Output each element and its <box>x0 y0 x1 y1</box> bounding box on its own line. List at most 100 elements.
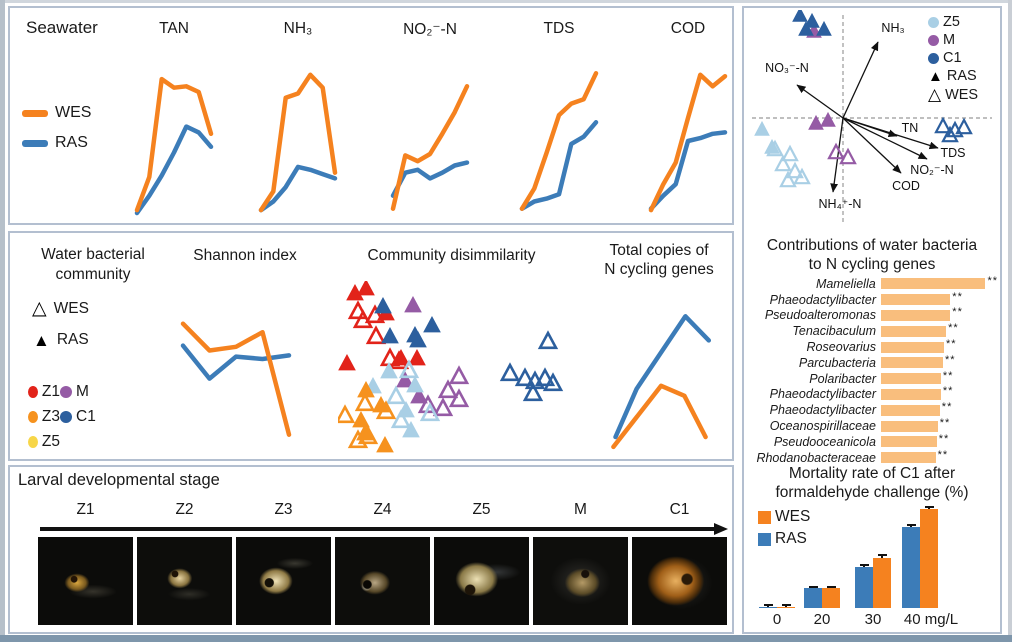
sparkline-svg <box>390 84 470 211</box>
scatter-point-blue-open <box>537 330 559 350</box>
scatter-point-blue-filled <box>409 330 427 348</box>
line-series <box>390 84 470 211</box>
pca-point-lightblue-open <box>793 167 811 185</box>
line-series <box>134 76 214 213</box>
significance-stars: ** <box>946 338 957 351</box>
legend-item-m: M <box>60 379 148 404</box>
error-bar-line <box>863 564 865 568</box>
contribution-bar <box>881 436 937 448</box>
bacteria-legend-title: Water bacterial community <box>41 246 145 283</box>
x-axis-label-2: 30 <box>864 611 882 628</box>
pca-point-blue-filled <box>816 20 832 36</box>
scatter-point-red-open <box>364 304 386 324</box>
larval-photo-z3 <box>236 537 331 625</box>
legend-item-wes: △ WES <box>928 86 978 103</box>
param-label-4: COD <box>670 20 706 37</box>
legend-item-m: M <box>928 32 978 48</box>
contribution-bar <box>880 278 986 290</box>
loading-arrow <box>796 84 844 119</box>
mortality-bar-chart: 0 20 30 40 mg/L <box>752 502 996 628</box>
legend-item-wes: WES <box>758 508 810 526</box>
arrow-label: TN <box>902 121 919 135</box>
shannon-svg <box>180 321 292 437</box>
legend-label-z5: Z5 <box>41 432 60 450</box>
mortality-bar-wes-0 <box>777 606 795 608</box>
scatter-point-blue-open <box>534 367 556 387</box>
error-bar-cap <box>808 585 818 588</box>
scatter-point-blue-open <box>522 382 544 402</box>
contrib-row-7: Phaeodactylibacter ** <box>748 385 998 403</box>
legend-label-z5: Z5 <box>943 14 960 30</box>
contributions-title-line2: to N cycling genes <box>808 256 936 273</box>
error-bar-line <box>928 507 930 510</box>
legend-item-ras: ▲ RAS <box>928 68 978 84</box>
taxon-label: Phaeodactylibacter <box>769 292 876 307</box>
legend-label-wes: WES <box>775 508 811 525</box>
scatter-point-blue-filled <box>423 315 441 333</box>
sparkline-4 <box>646 64 730 218</box>
pca-point-purple-filled <box>808 114 824 130</box>
arrow-label: NO₂⁻-N <box>910 163 953 177</box>
legend-item-z3: Z3 <box>28 404 60 429</box>
stage-label-z2: Z2 <box>175 501 194 518</box>
loading-arrow <box>830 117 844 193</box>
mortality-bar-ras-3 <box>902 527 920 608</box>
legend-item-ras: RAS <box>758 530 807 548</box>
mortality-bar-wes-1 <box>822 587 840 608</box>
x-axis-label-3: 40 mg/L <box>903 611 959 628</box>
pca-point-blue-filled <box>804 12 820 28</box>
mortality-title-line2: formaldehyde challenge (%) <box>775 484 969 501</box>
significance-stars: ** <box>939 417 951 430</box>
contrib-row-8: Phaeodactylibacter ** <box>748 401 998 418</box>
legend-item-z1: Z1 <box>28 379 60 404</box>
pca-point-lightblue-filled <box>754 120 770 136</box>
significance-stars: ** <box>942 369 954 382</box>
taxon-label: Polaribacter <box>809 371 876 386</box>
param-label-2: NO₂⁻-N <box>403 21 457 38</box>
ncopies-svg <box>611 314 712 450</box>
pca-point-purple-open <box>827 142 845 160</box>
mortality-bar-ras-0 <box>759 606 777 608</box>
sparkline-3 <box>517 64 601 218</box>
taxon-label: Mameliella <box>815 276 876 291</box>
significance-stars: ** <box>952 306 963 319</box>
param-label-1: NH₃ <box>283 20 313 37</box>
legend-item-ras: RAS <box>22 134 88 152</box>
dissimilarity-svg <box>338 281 564 453</box>
dissimilarity-title: Community disimmilarity <box>367 247 536 264</box>
legend-item-z5: Z5 <box>28 429 60 454</box>
stage-label-c1: C1 <box>669 501 690 518</box>
contribution-bar <box>881 357 943 369</box>
mortality-bar-ras-2 <box>855 567 873 608</box>
scatter-point-lightblue-filled <box>402 420 420 438</box>
scatter-point-blue-filled <box>374 296 392 314</box>
loading-arrow <box>842 117 902 174</box>
line-series <box>390 160 470 198</box>
timeline-arrowhead-icon <box>714 523 728 535</box>
ncopies-chart <box>602 307 718 459</box>
frame-edge-bottom <box>0 635 1012 642</box>
legend-label-z1: Z1 <box>41 382 60 400</box>
x-axis-label-1: 20 <box>813 611 831 628</box>
larval-photo-row <box>38 537 727 625</box>
scatter-point-purple-open <box>417 394 439 414</box>
legend-label-c1: C1 <box>76 407 96 425</box>
loading-arrow <box>842 117 939 150</box>
filled-triangle-icon: ▲ <box>928 67 943 85</box>
sparkline-1 <box>256 64 340 218</box>
scatter-point-lightblue-open <box>398 359 420 379</box>
legend-label-m: M <box>76 382 89 400</box>
scatter-point-purple-filled <box>410 386 428 404</box>
scatter-point-blue-open <box>514 367 536 387</box>
line-series <box>258 72 338 213</box>
stage-label-z5: Z5 <box>472 501 491 518</box>
contributions-title-line1: Contributions of water bacteria <box>766 237 978 254</box>
larval-photo-z1 <box>38 537 133 625</box>
scatter-point-lightblue-open <box>385 385 407 405</box>
scatter-point-lightblue-open <box>419 402 441 422</box>
timeline-arrow <box>40 527 716 531</box>
z1-dot-icon <box>28 385 38 398</box>
scatter-point-red-filled <box>408 348 426 366</box>
legend-label-z3: Z3 <box>41 407 60 425</box>
scatter-point-purple-open <box>432 397 454 417</box>
